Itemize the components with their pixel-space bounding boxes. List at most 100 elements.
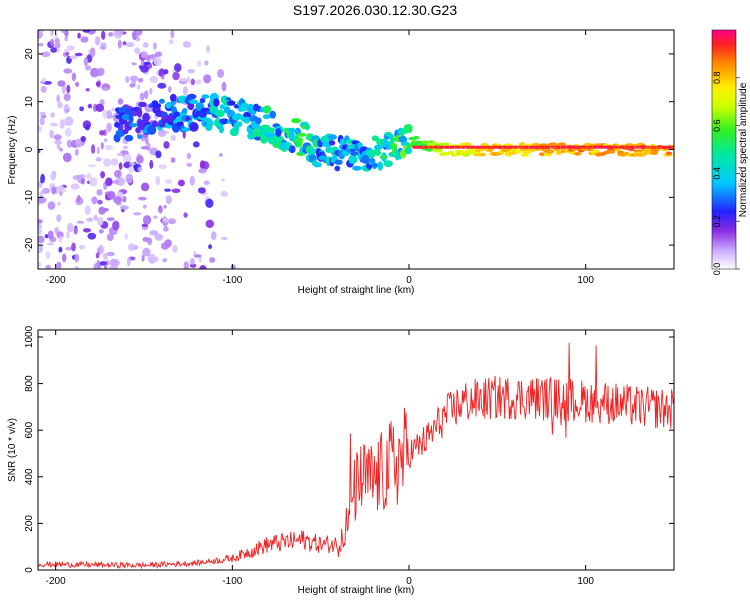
ridge-blob <box>477 152 487 157</box>
ridge-core <box>454 145 460 149</box>
noise-blob <box>56 214 62 223</box>
noise-blob <box>82 30 91 33</box>
noise-blob <box>81 178 85 185</box>
noise-blob <box>137 84 141 90</box>
x-tick-label: -100 <box>222 275 242 286</box>
noise-blob <box>41 51 51 58</box>
noise-blob <box>62 85 66 95</box>
ridge-blob <box>447 150 454 155</box>
ridge-blob <box>590 149 601 154</box>
ridge-blob <box>352 165 362 171</box>
noise-blob <box>209 257 216 263</box>
noise-blob <box>63 106 71 110</box>
snr-y-axis: 0 200 400 600 800 1000 <box>24 325 674 573</box>
noise-blob <box>99 130 105 136</box>
noise-blob <box>97 199 103 205</box>
noise-blob <box>50 112 55 118</box>
ridge-blob <box>167 114 175 123</box>
ridge-core <box>529 145 535 149</box>
ridge-blob <box>188 99 199 104</box>
noise-blob <box>79 106 84 112</box>
noise-blob <box>84 65 92 71</box>
ridge-blob <box>262 105 272 114</box>
ridge-blob <box>206 118 214 128</box>
noise-blob <box>54 38 61 44</box>
noise-blob <box>106 217 115 222</box>
noise-blob <box>63 93 71 102</box>
ridge-core <box>571 145 577 149</box>
noise-blob <box>85 88 90 92</box>
ridge-blob <box>538 152 546 156</box>
noise-blob <box>162 217 170 223</box>
noise-blob <box>49 122 59 127</box>
ridge-blob <box>373 144 383 150</box>
noise-blob <box>38 196 47 204</box>
noise-blob <box>64 116 74 126</box>
ridge-core <box>576 145 582 149</box>
noise-blob <box>142 61 150 65</box>
noise-blob <box>158 205 163 214</box>
noise-blob <box>186 152 192 160</box>
ridge-core <box>603 145 609 149</box>
ridge-blob <box>665 151 673 156</box>
noise-blob <box>164 188 172 192</box>
colorbar-tick-label: 0.2 <box>712 215 722 228</box>
noise-blob <box>204 60 209 66</box>
ridge-core <box>460 145 466 149</box>
noise-blob <box>95 81 101 87</box>
noise-blob <box>172 245 178 253</box>
ridge-core <box>433 145 439 149</box>
ridge-blob <box>138 101 147 108</box>
ridge-blob <box>291 118 302 124</box>
ridge-blob <box>219 118 229 125</box>
ridge-core <box>497 145 503 149</box>
noise-blob <box>99 261 108 266</box>
ridge-blob <box>254 117 262 125</box>
ridge-blob <box>469 148 477 152</box>
ridge-core <box>518 145 524 149</box>
noise-blob <box>117 39 122 49</box>
noise-blob <box>87 232 97 240</box>
noise-blob <box>38 149 41 154</box>
ridge-core <box>439 145 444 149</box>
noise-blob <box>54 42 61 49</box>
noise-blob <box>168 39 174 45</box>
colorbar-tick-label: 0.6 <box>712 119 722 132</box>
noise-blob <box>83 57 89 66</box>
noise-blob <box>71 242 76 252</box>
noise-blob <box>158 129 167 137</box>
ridge-blob <box>532 142 540 147</box>
noise-blob <box>102 87 109 91</box>
noise-blob <box>45 264 51 269</box>
noise-blob <box>164 179 173 184</box>
noise-blob <box>51 186 56 195</box>
ridge-blob <box>136 108 143 118</box>
noise-blob <box>82 228 92 233</box>
ridge-blob <box>327 134 337 141</box>
noise-blob <box>149 87 153 95</box>
snr-panel: -200 -100 0 100 0 200 400 600 800 1000 Height of… <box>7 325 675 596</box>
noise-blob <box>149 75 159 84</box>
ridge-core <box>635 145 641 149</box>
noise-blob <box>106 122 112 133</box>
noise-blob <box>107 190 116 200</box>
noise-blob <box>57 201 61 206</box>
noise-blob <box>139 92 145 101</box>
y-tick-label: 1000 <box>24 325 35 348</box>
noise-blob <box>172 71 180 81</box>
noise-blob <box>57 80 66 87</box>
ridge-blob <box>289 127 296 133</box>
ridge-blob <box>636 153 646 157</box>
ridge-blob <box>215 109 225 118</box>
noise-blob <box>46 242 55 246</box>
noise-blob <box>74 266 79 269</box>
noise-blob <box>96 189 103 196</box>
ridge-blob <box>201 94 210 99</box>
ridge-blob <box>361 155 370 164</box>
noise-blob <box>199 265 207 269</box>
noise-blob <box>190 78 195 86</box>
noise-blob <box>120 205 129 210</box>
spectrogram-y-label: Frequency (Hz) <box>7 116 18 185</box>
ridge-core <box>423 145 429 149</box>
ridge-blob <box>213 98 220 107</box>
